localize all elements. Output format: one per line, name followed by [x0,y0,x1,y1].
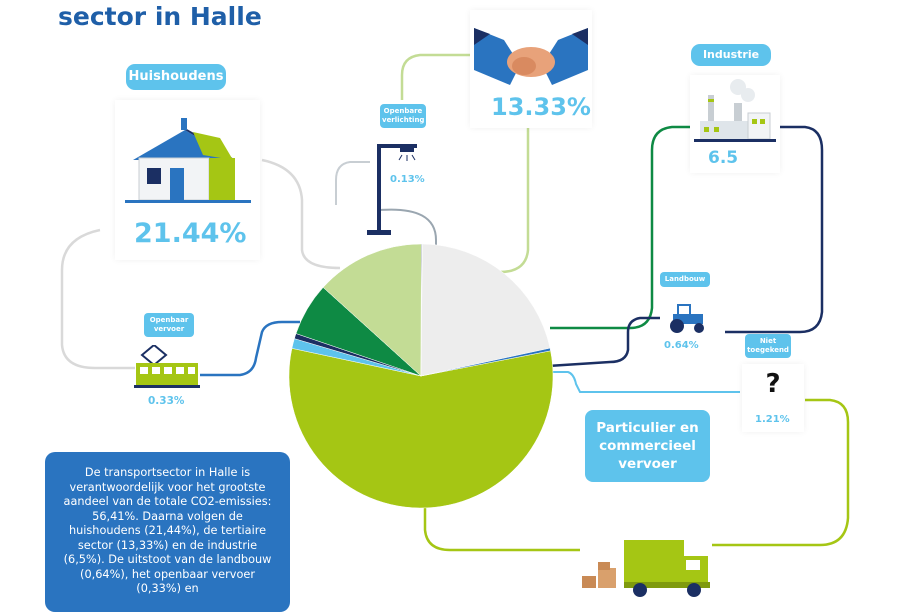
question-mark-icon: ? [765,369,781,399]
label-particulier-commercieel: Particulier en commercieel vervoer [585,410,710,482]
pie-slice-6 [420,243,551,377]
pie-slice-0 [288,348,554,509]
pie-slice-4 [322,243,422,377]
connector-verlichting-left [335,161,370,205]
label-openbaar-vervoer: Openbaar vervoer [144,313,194,337]
house-icon [125,118,251,203]
value-tertiair: 13.33% [491,93,591,121]
label-huishoudens: Huishoudens [126,64,226,90]
handshake-icon [474,28,588,85]
connector-transport [423,505,580,552]
value-huishoudens: 21.44% [134,218,247,249]
connector-huishoudens-left [60,228,135,370]
connector-verlichting [379,208,437,256]
label-niet-toegekend: Niet toegekend [745,334,791,358]
industrie-card [690,75,780,173]
info-box: De transportsector in Halle is verantwoo… [45,452,290,612]
connector-niet-toegekend-right [712,398,850,547]
connector-openbaar-vervoer [200,320,300,377]
label-openbare-verlichting: Openbare verlichting [380,104,426,128]
streetlight-icon [367,144,417,235]
niet-toegekend-card: ? [742,364,804,432]
tractor-icon [670,304,704,333]
info-text: De transportsector in Halle is verantwoo… [63,466,272,595]
label-particulier-text: Particulier en commercieel vervoer [596,420,699,472]
connector-industrie [550,125,690,330]
truck-icon [582,540,710,597]
value-landbouw: 0.64% [664,340,699,351]
tertiair-card [470,10,592,128]
connector-tertiair-top [400,53,470,100]
connector-industrie-right [725,125,824,334]
page-title: sector in Halle [58,2,262,31]
factory-icon [694,79,776,142]
connector-huishoudens [261,158,341,270]
value-openbaar-vervoer: 0.33% [148,395,185,407]
value-industrie: 6.5 [708,148,739,168]
tram-icon [134,345,200,388]
value-niet-toegekend: 1.21% [755,414,790,425]
connector-niet-toegekend [548,371,740,393]
value-openbare-verlichting: 0.13% [390,174,425,185]
label-landbouw: Landbouw [660,272,710,287]
pie-slice-7 [420,347,551,377]
label-industrie: Industrie [691,44,771,66]
huishoudens-card [115,100,260,260]
connector-landbouw [547,316,660,368]
